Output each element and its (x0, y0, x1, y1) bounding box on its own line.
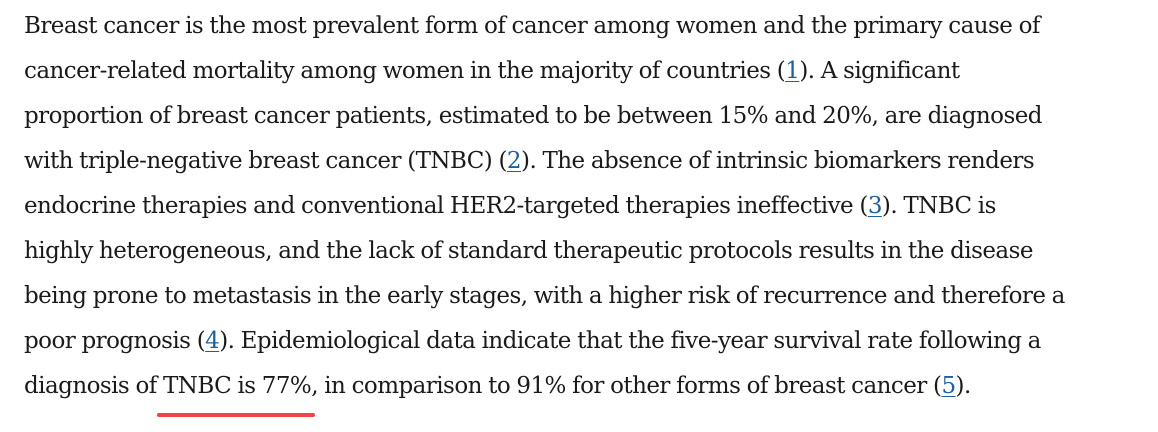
line-text: highly heterogeneous, and the lack of st… (24, 238, 1033, 264)
line-text: Breast cancer is the most prevalent form… (24, 13, 1040, 39)
paragraph-line: poor prognosis (4). Epidemiological data… (24, 319, 1144, 364)
line-text: ). A significant (799, 58, 960, 84)
paragraph-line: being prone to metastasis in the early s… (24, 274, 1144, 319)
reference-link-1[interactable]: 1 (785, 58, 800, 84)
reference-link-3[interactable]: 3 (867, 193, 883, 219)
paragraph-line: highly heterogeneous, and the lack of st… (24, 229, 1144, 274)
reference-link-5[interactable]: 5 (941, 373, 956, 399)
highlighted-phrase: TNBC is 77% (156, 364, 316, 417)
paragraph-line: cancer-related mortality among women in … (24, 49, 1144, 94)
line-text: diagnosis of (24, 373, 163, 399)
highlighted-text: TNBC is 77% (162, 373, 312, 399)
article-paragraph: Breast cancer is the most prevalent form… (24, 4, 1144, 417)
line-text: ). Epidemiological data indicate that th… (219, 328, 1041, 354)
reference-link-4[interactable]: 4 (205, 328, 220, 354)
line-text: cancer-related mortality among women in … (24, 58, 786, 84)
line-text: ). The absence of intrinsic biomarkers r… (521, 148, 1035, 174)
line-text: ). TNBC is (881, 193, 997, 219)
paragraph-line: endocrine therapies and conventional HER… (24, 184, 1144, 229)
line-text: with triple-negative breast cancer (TNBC… (24, 148, 507, 174)
paragraph-line: diagnosis of TNBC is 77%, in comparison … (24, 364, 1144, 417)
line-text: , in comparison to 91% for other forms o… (311, 373, 942, 399)
red-underline-mark (156, 413, 316, 417)
paragraph-line: Breast cancer is the most prevalent form… (24, 4, 1144, 49)
paragraph-line: proportion of breast cancer patients, es… (24, 94, 1144, 139)
line-text: being prone to metastasis in the early s… (24, 283, 1065, 309)
line-text: proportion of breast cancer patients, es… (24, 103, 1043, 129)
reference-link-2[interactable]: 2 (506, 148, 522, 174)
line-text: ). (955, 373, 972, 399)
line-text: poor prognosis ( (24, 328, 206, 354)
line-text: endocrine therapies and conventional HER… (24, 193, 868, 219)
paragraph-line: with triple-negative breast cancer (TNBC… (24, 139, 1144, 184)
